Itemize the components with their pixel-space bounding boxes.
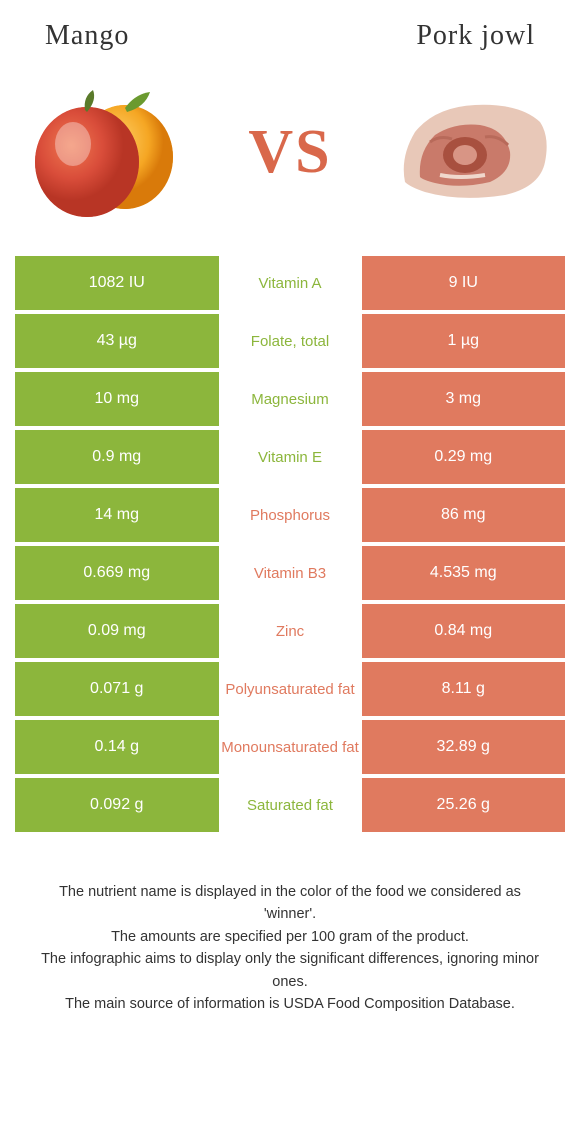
- meat-icon: [390, 87, 555, 217]
- right-value-cell: 4.535 mg: [362, 546, 566, 600]
- table-row: 1082 IUVitamin A9 IU: [15, 256, 565, 310]
- table-row: 0.071 gPolyunsaturated fat8.11 g: [15, 662, 565, 716]
- nutrient-label-cell: Folate, total: [219, 314, 362, 368]
- left-value-cell: 14 mg: [15, 488, 219, 542]
- nutrient-label-cell: Zinc: [219, 604, 362, 658]
- table-row: 0.9 mgVitamin E0.29 mg: [15, 430, 565, 484]
- left-value-cell: 0.071 g: [15, 662, 219, 716]
- footer-notes: The nutrient name is displayed in the co…: [15, 881, 565, 1016]
- table-row: 43 µgFolate, total1 µg: [15, 314, 565, 368]
- right-value-cell: 0.84 mg: [362, 604, 566, 658]
- right-value-cell: 32.89 g: [362, 720, 566, 774]
- header: Mango Pork jowl: [15, 20, 565, 72]
- right-value-cell: 86 mg: [362, 488, 566, 542]
- left-value-cell: 1082 IU: [15, 256, 219, 310]
- left-value-cell: 0.14 g: [15, 720, 219, 774]
- nutrient-label-cell: Magnesium: [219, 372, 362, 426]
- mango-image: [25, 82, 190, 222]
- table-body: 1082 IUVitamin A9 IU43 µgFolate, total1 …: [15, 256, 565, 832]
- mango-icon: [25, 82, 190, 222]
- table-row: 10 mgMagnesium3 mg: [15, 372, 565, 426]
- left-value-cell: 43 µg: [15, 314, 219, 368]
- nutrient-label-cell: Monounsaturated fat: [219, 720, 362, 774]
- nutrient-label-cell: Vitamin A: [219, 256, 362, 310]
- left-value-cell: 10 mg: [15, 372, 219, 426]
- images-row: VS: [15, 72, 565, 252]
- nutrient-label-cell: Vitamin E: [219, 430, 362, 484]
- infographic-container: Mango Pork jowl: [0, 0, 580, 1144]
- vs-label: VS: [248, 117, 331, 188]
- nutrient-label-cell: Vitamin B3: [219, 546, 362, 600]
- right-value-cell: 9 IU: [362, 256, 566, 310]
- comparison-table: 1082 IUVitamin A9 IU43 µgFolate, total1 …: [15, 252, 565, 836]
- left-food-title: Mango: [45, 20, 129, 52]
- footer-line: The amounts are specified per 100 gram o…: [40, 926, 540, 948]
- right-value-cell: 0.29 mg: [362, 430, 566, 484]
- footer-line: The main source of information is USDA F…: [40, 993, 540, 1015]
- footer-line: The nutrient name is displayed in the co…: [40, 881, 540, 926]
- left-value-cell: 0.9 mg: [15, 430, 219, 484]
- right-value-cell: 3 mg: [362, 372, 566, 426]
- right-food-title: Pork jowl: [416, 20, 535, 52]
- right-value-cell: 1 µg: [362, 314, 566, 368]
- right-value-cell: 25.26 g: [362, 778, 566, 832]
- left-value-cell: 0.092 g: [15, 778, 219, 832]
- table-row: 0.092 gSaturated fat25.26 g: [15, 778, 565, 832]
- left-value-cell: 0.09 mg: [15, 604, 219, 658]
- table-row: 0.09 mgZinc0.84 mg: [15, 604, 565, 658]
- footer-line: The infographic aims to display only the…: [40, 948, 540, 993]
- nutrient-label-cell: Phosphorus: [219, 488, 362, 542]
- nutrient-label-cell: Polyunsaturated fat: [219, 662, 362, 716]
- table-row: 14 mgPhosphorus86 mg: [15, 488, 565, 542]
- right-value-cell: 8.11 g: [362, 662, 566, 716]
- table-row: 0.669 mgVitamin B34.535 mg: [15, 546, 565, 600]
- nutrient-label-cell: Saturated fat: [219, 778, 362, 832]
- table-row: 0.14 gMonounsaturated fat32.89 g: [15, 720, 565, 774]
- left-value-cell: 0.669 mg: [15, 546, 219, 600]
- pork-jowl-image: [390, 82, 555, 222]
